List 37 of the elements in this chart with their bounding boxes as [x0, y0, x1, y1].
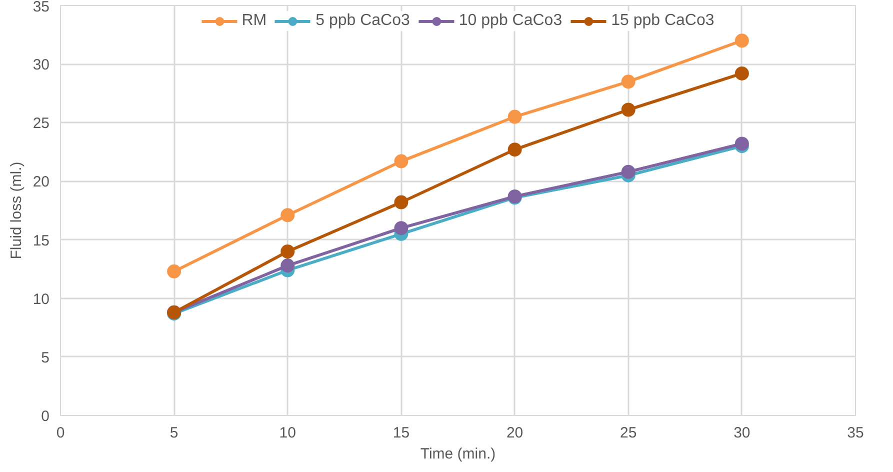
point	[394, 154, 408, 168]
x-tick-label: 0	[56, 424, 65, 442]
point	[508, 110, 522, 124]
x-tick-label: 20	[506, 424, 524, 442]
y-axis-title: Fluid loss (ml.)	[8, 162, 25, 260]
y-tick-label: 0	[41, 408, 50, 425]
y-tick-label: 10	[32, 290, 50, 308]
point	[508, 142, 522, 157]
y-tick-label: 15	[32, 232, 50, 250]
y-tick-label: 35	[32, 0, 50, 16]
point	[621, 164, 636, 179]
y-tick-label: 30	[32, 56, 50, 74]
point	[280, 244, 295, 258]
point	[734, 66, 749, 80]
y-tick-label: 5	[41, 349, 50, 366]
legend-label: 5 ppb CaCo3	[316, 12, 410, 30]
x-tick-label: 5	[170, 424, 178, 442]
point	[394, 221, 408, 236]
legend-label: 15 ppb CaCo3	[611, 12, 714, 30]
point	[734, 34, 749, 48]
point	[280, 208, 295, 222]
y-tick-label: 20	[32, 174, 50, 191]
point	[167, 264, 182, 278]
point	[394, 195, 408, 210]
x-tick-label: 25	[620, 424, 637, 442]
point	[734, 136, 749, 151]
legend-label: 10 ppb CaCo3	[458, 12, 562, 30]
x-axis-title: Time (min.)	[420, 446, 496, 462]
x-tick-label: 35	[847, 424, 864, 442]
point	[621, 74, 636, 89]
x-tick-label: 10	[279, 424, 296, 442]
y-tick-label: 25	[32, 115, 50, 132]
x-tick-label: 15	[392, 424, 410, 442]
point	[280, 258, 295, 273]
legend-label: RM	[242, 12, 267, 30]
x-tick-label: 30	[734, 424, 750, 442]
point	[621, 102, 636, 117]
